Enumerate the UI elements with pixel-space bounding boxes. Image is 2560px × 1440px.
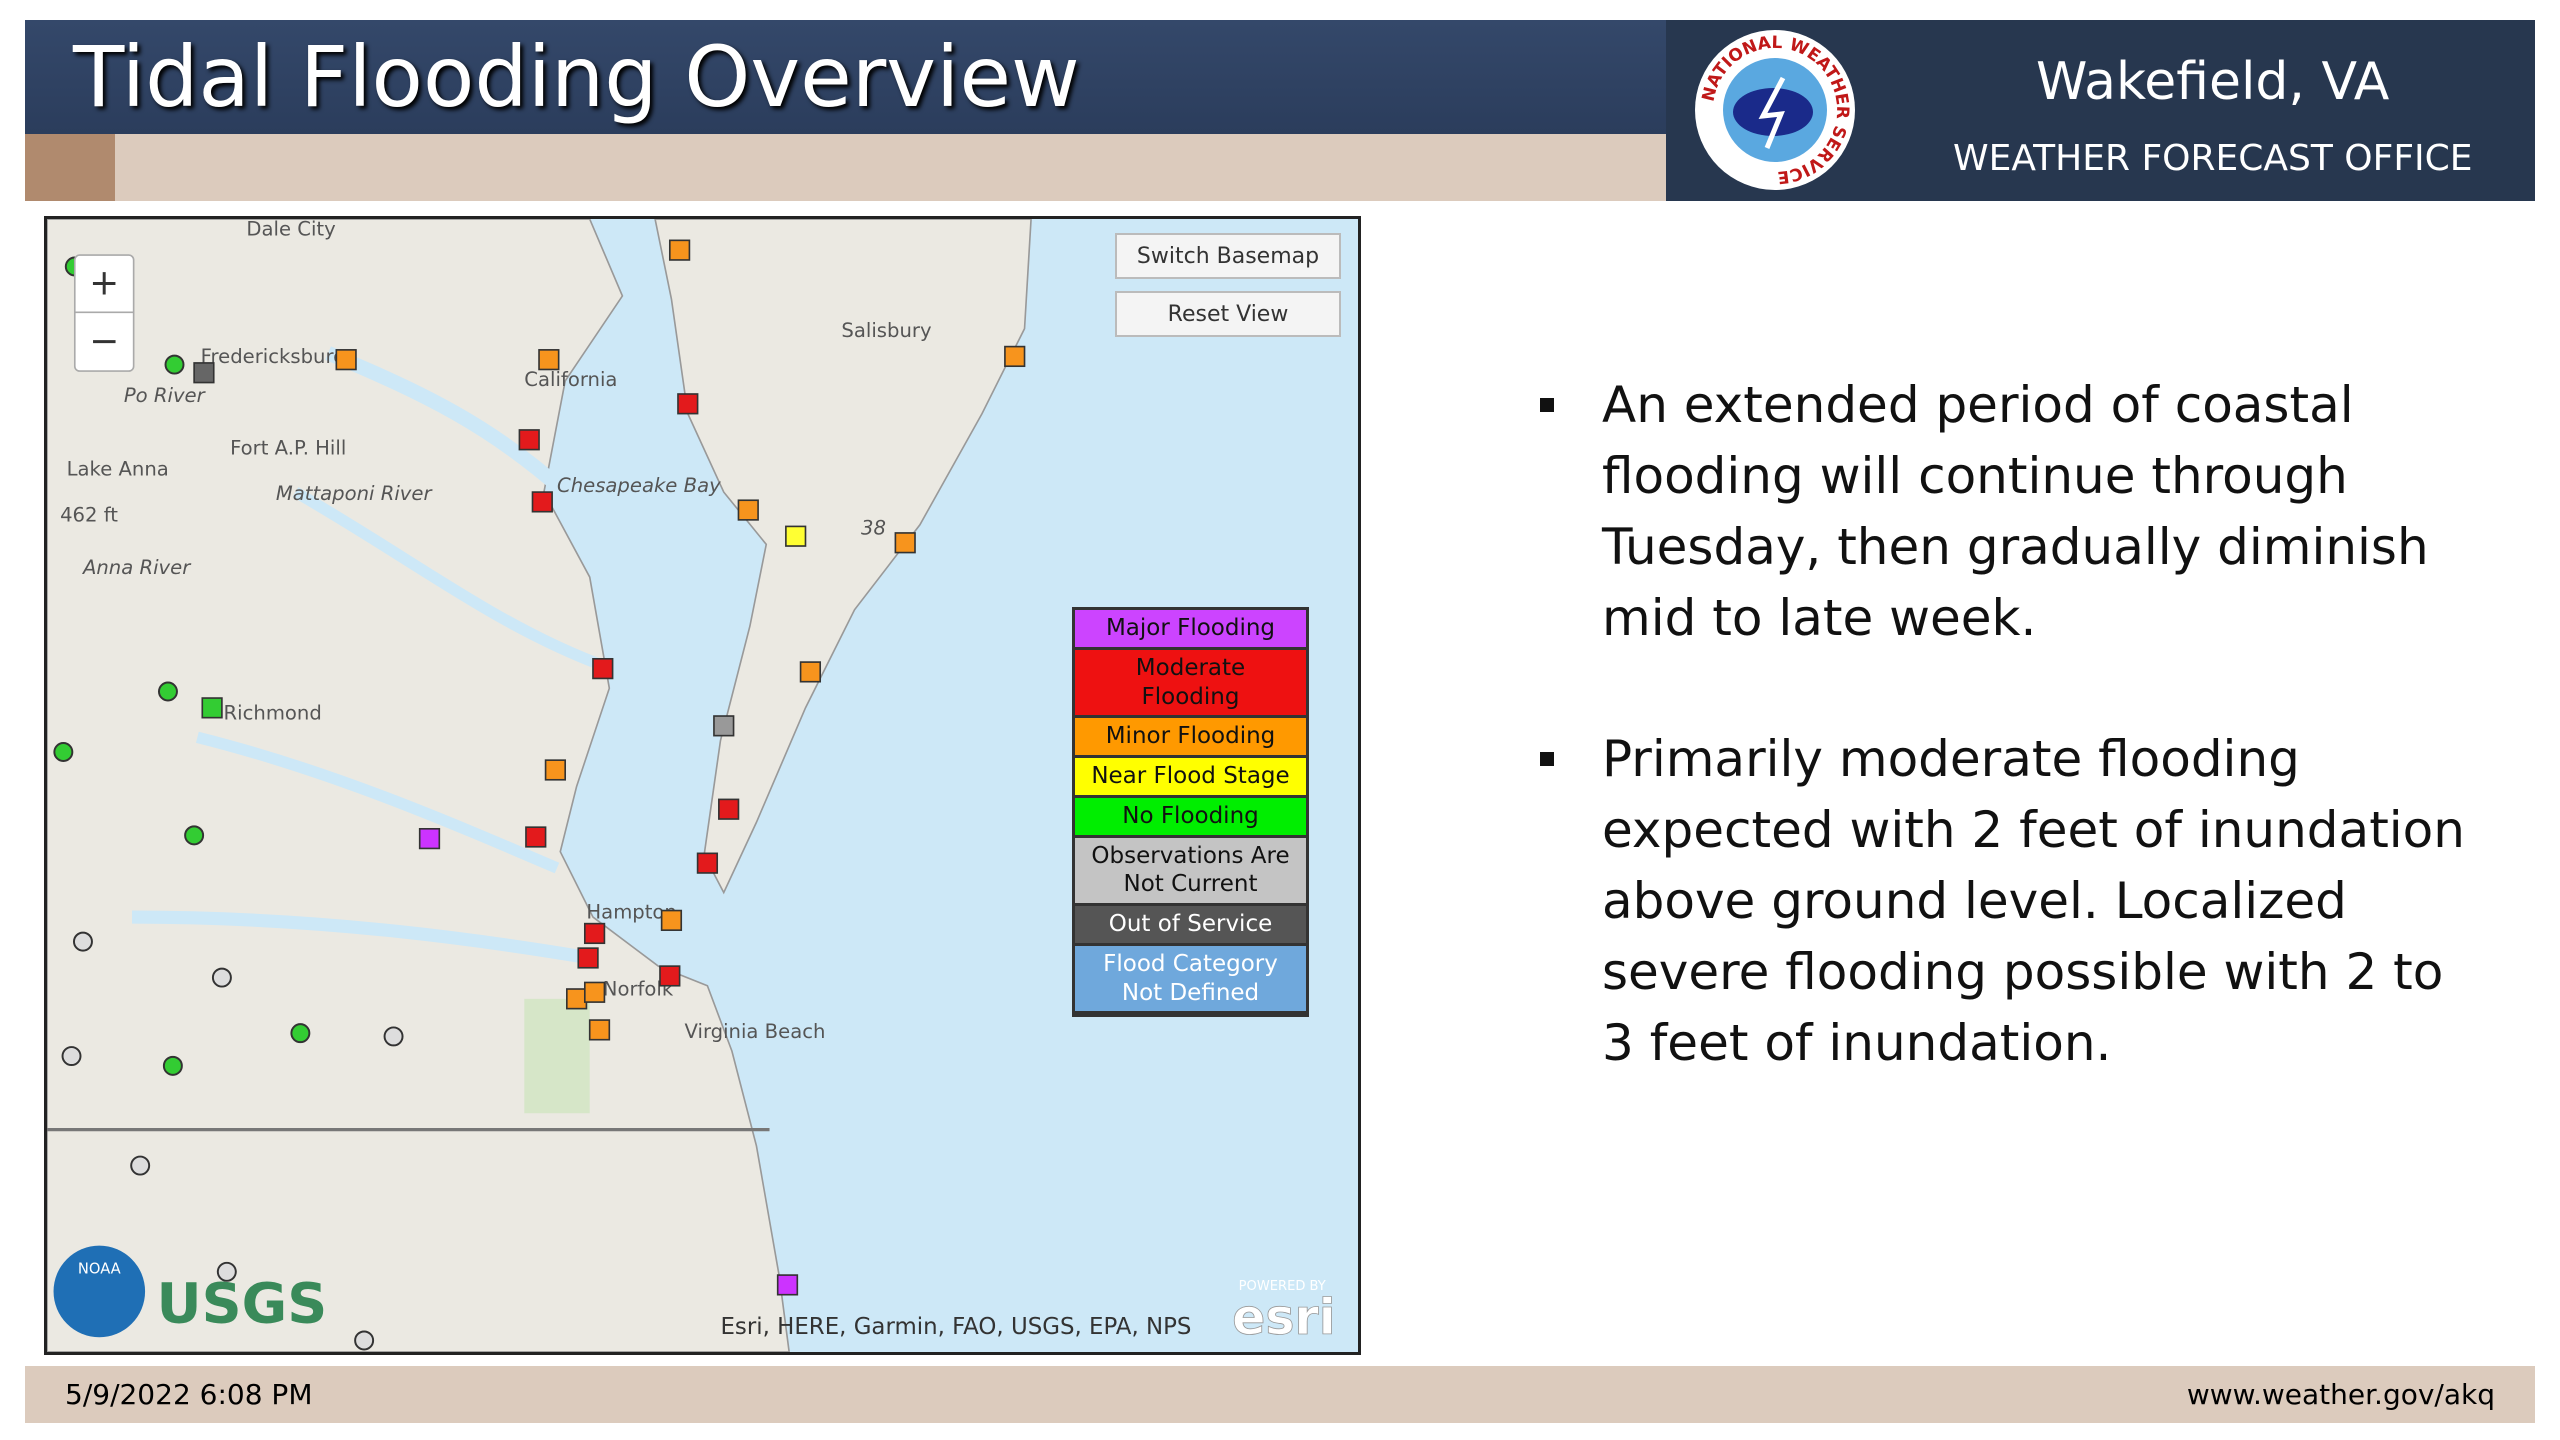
station-marker xyxy=(894,532,916,554)
station-marker xyxy=(72,931,93,952)
station-marker xyxy=(211,967,232,988)
footer-date: 5/9/2022 6:08 PM xyxy=(65,1378,313,1411)
place-label: Richmond xyxy=(224,701,322,724)
station-marker xyxy=(583,981,606,1003)
place-label: Fort A.P. Hill xyxy=(230,436,346,459)
station-marker xyxy=(418,828,441,850)
nws-logo: NATIONAL WEATHER SERVICE xyxy=(1695,30,1855,190)
station-marker xyxy=(157,681,178,702)
place-label: Anna River xyxy=(81,556,192,579)
legend-item: Near Flood Stage xyxy=(1075,758,1306,795)
bullet: An extended period of coastal flooding w… xyxy=(1540,370,2470,654)
legend-item: Flood Category Not Defined xyxy=(1075,945,1306,1012)
footer: 5/9/2022 6:08 PM www.weather.gov/akq xyxy=(25,1366,2535,1423)
zoom-in[interactable]: + xyxy=(89,262,119,303)
river xyxy=(325,346,571,498)
station-marker xyxy=(201,697,223,719)
station-marker xyxy=(164,354,185,375)
station-marker xyxy=(518,429,540,451)
attribution: Esri, HERE, Garmin, FAO, USGS, EPA, NPS xyxy=(720,1314,1191,1340)
station-marker xyxy=(544,759,567,781)
legend-item: Minor Flooding xyxy=(1075,718,1306,755)
station-marker xyxy=(53,742,74,762)
station-marker xyxy=(162,1055,183,1076)
header-bar: Tidal Flooding Overview xyxy=(25,20,1666,134)
station-marker xyxy=(677,393,699,415)
usgs-logo: USGS xyxy=(157,1271,328,1336)
land-east xyxy=(654,219,1032,895)
station-marker xyxy=(583,922,606,945)
station-marker xyxy=(785,525,807,547)
header-strip xyxy=(25,134,1666,201)
place-label: 462 ft xyxy=(60,504,118,527)
station-marker xyxy=(592,657,614,680)
office-subtitle: WEATHER FORECAST OFFICE xyxy=(1953,138,2473,179)
station-marker xyxy=(290,1023,311,1044)
bullet-list: An extended period of coastal flooding w… xyxy=(1540,370,2470,1149)
header-accent xyxy=(25,134,115,201)
map[interactable]: Dale City Fredericksburg California Salisbu… xyxy=(44,216,1361,1355)
footer-url: www.weather.gov/akq xyxy=(2186,1378,2495,1411)
place-label: Po River xyxy=(124,384,207,407)
station-marker xyxy=(61,1046,82,1067)
office-panel: NATIONAL WEATHER SERVICE Wakefield, VA W… xyxy=(1666,20,2535,201)
station-marker xyxy=(335,349,357,371)
station-marker xyxy=(577,947,599,969)
place-label: 38 xyxy=(861,517,886,540)
esri-logo: esri xyxy=(1232,1288,1335,1346)
station-marker xyxy=(588,1019,611,1041)
station-marker xyxy=(718,798,740,820)
legend-item: Out of Service xyxy=(1075,906,1306,943)
station-marker xyxy=(525,826,547,848)
place-label: California xyxy=(524,368,617,391)
station-marker xyxy=(668,239,691,261)
station-marker xyxy=(1004,345,1026,368)
river xyxy=(196,731,560,874)
place-label: Dale City xyxy=(246,219,336,240)
station-marker xyxy=(184,825,205,846)
place-label: Chesapeake Bay xyxy=(557,474,721,497)
station-marker xyxy=(531,491,553,513)
station-marker xyxy=(216,1261,237,1282)
map-canvas: Dale City Fredericksburg California Salisbu… xyxy=(47,219,1358,1352)
river xyxy=(292,487,600,670)
station-marker xyxy=(660,909,683,931)
station-marker xyxy=(383,1026,404,1047)
place-label: Fredericksburg xyxy=(201,345,346,368)
switch-basemap[interactable]: Switch Basemap xyxy=(1115,233,1341,279)
office-name: Wakefield, VA xyxy=(2036,52,2390,112)
station-marker xyxy=(713,715,735,737)
reset-view[interactable]: Reset View xyxy=(1115,291,1341,337)
station-marker xyxy=(538,349,560,371)
legend-item: Moderate Flooding xyxy=(1075,649,1306,716)
legend: Major Flooding Moderate Flooding Minor Flo… xyxy=(1072,607,1309,1018)
place-label: Mattaponi River xyxy=(276,482,434,505)
place-label: Salisbury xyxy=(841,319,932,342)
place-label: Virginia Beach xyxy=(685,1020,826,1043)
river xyxy=(132,910,591,965)
bullet: Primarily moderate flooding expected wit… xyxy=(1540,724,2470,1079)
noaa-text: NOAA xyxy=(78,1260,121,1277)
station-marker xyxy=(130,1155,151,1176)
station-marker xyxy=(696,852,719,874)
station-marker xyxy=(354,1330,375,1351)
station-marker xyxy=(659,965,681,987)
station-marker xyxy=(737,499,759,521)
station-marker xyxy=(566,988,588,1010)
noaa-logo xyxy=(53,1245,146,1338)
park xyxy=(524,998,590,1114)
station-marker xyxy=(799,661,822,683)
place-label: Lake Anna xyxy=(67,458,169,481)
station-marker xyxy=(193,362,215,384)
slide-title: Tidal Flooding Overview xyxy=(73,28,1080,126)
place-label: Norfolk xyxy=(603,978,674,1001)
station-marker xyxy=(776,1274,799,1296)
place-label: Hampton xyxy=(586,901,676,924)
esri-powered: POWERED BY xyxy=(1239,1279,1326,1294)
legend-item: Major Flooding xyxy=(1075,610,1306,647)
legend-item: Observations Are Not Current xyxy=(1075,837,1306,903)
legend-item: No Flooding xyxy=(1075,797,1306,835)
zoom-out[interactable]: − xyxy=(89,321,119,362)
